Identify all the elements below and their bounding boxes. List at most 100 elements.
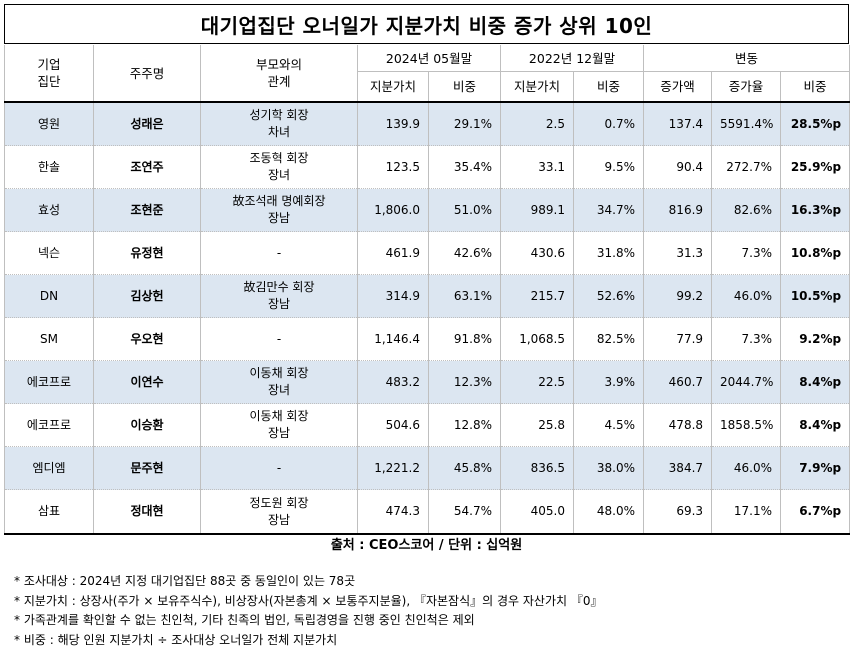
relation-cell: 故조석래 명예회장 장남 <box>200 188 358 232</box>
col-header-change: 변동 <box>643 45 851 72</box>
relation-type: 장남 <box>267 426 291 440</box>
col-header-share-2022: 비중 <box>573 71 645 102</box>
share-2022-cell: 3.9% <box>573 360 645 404</box>
share-2022-cell: 0.7% <box>573 102 645 146</box>
share-2024-cell: 63.1% <box>427 274 502 318</box>
value-2022-cell: 25.8 <box>500 403 575 447</box>
col-header-value-2022: 지분가치 <box>500 71 575 102</box>
value-2024-cell: 474.3 <box>357 489 429 535</box>
holder-cell: 조현준 <box>93 188 201 232</box>
value-2022-cell: 33.1 <box>500 145 575 189</box>
holder-cell: 조연주 <box>93 145 201 189</box>
value-2022-cell: 405.0 <box>500 489 575 535</box>
col-header-group: 기업 집단 <box>4 45 94 103</box>
relation-type: 장녀 <box>267 168 291 182</box>
share-change-cell: 25.9%p <box>780 145 851 189</box>
page-title: 대기업집단 오너일가 지분가치 비중 증가 상위 10인 <box>4 4 849 44</box>
increase-amount-cell: 384.7 <box>643 446 713 490</box>
table-row: 에코프로 이연수 이동채 회장 장녀 483.2 12.3% 22.5 3.9% 460.7 20… <box>4 360 851 404</box>
share-change-cell: 28.5%p <box>780 102 851 146</box>
share-2022-cell: 38.0% <box>573 446 645 490</box>
col-header-relation: 부모와의 관계 <box>200 45 358 103</box>
share-2022-cell: 4.5% <box>573 403 645 447</box>
relation-type: 장남 <box>267 297 291 311</box>
relation-cell: 성기학 회장 차녀 <box>200 102 358 146</box>
relation-cell: - <box>200 317 358 361</box>
group-cell: 에코프로 <box>4 360 94 404</box>
value-2024-cell: 123.5 <box>357 145 429 189</box>
table-row: 효성 조현준 故조석래 명예회장 장남 1,806.0 51.0% 989.1 34.7% 81… <box>4 188 851 232</box>
share-2024-cell: 29.1% <box>427 102 502 146</box>
share-change-cell: 6.7%p <box>780 489 851 535</box>
value-2024-cell: 1,806.0 <box>357 188 429 232</box>
value-2024-cell: 1,221.2 <box>357 446 429 490</box>
col-header-value-2024: 지분가치 <box>357 71 429 102</box>
increase-amount-cell: 460.7 <box>643 360 713 404</box>
value-2024-cell: 504.6 <box>357 403 429 447</box>
value-2022-cell: 2.5 <box>500 102 575 146</box>
relation-type: 장남 <box>267 512 291 527</box>
holder-cell: 우오현 <box>93 317 201 361</box>
col-header-share-2024: 비중 <box>427 71 502 102</box>
relation-parent: 故김만수 회장 <box>243 280 315 294</box>
relation-cell: 조동혁 회장 장녀 <box>200 145 358 189</box>
group-cell: DN <box>4 274 94 318</box>
col-header-2024: 2024년 05월말 <box>356 45 502 72</box>
holder-cell: 이승환 <box>93 403 201 447</box>
value-2022-cell: 836.5 <box>500 446 575 490</box>
increase-rate-cell: 5591.4% <box>711 102 782 146</box>
value-2024-cell: 139.9 <box>357 102 429 146</box>
share-change-cell: 10.8%p <box>780 231 851 275</box>
col-header-share-change: 비중 <box>780 71 851 102</box>
group-cell: 한솔 <box>4 145 94 189</box>
table-header: 기업 집단 주주명 부모와의 관계 2024년 05월말 2022년 12월말 … <box>4 45 851 103</box>
relation-cell: 이동채 회장 장남 <box>200 403 358 447</box>
value-2024-cell: 483.2 <box>357 360 429 404</box>
table-row: DN 김상헌 故김만수 회장 장남 314.9 63.1% 215.7 52.6% 99.2 46… <box>4 274 851 318</box>
value-2022-cell: 430.6 <box>500 231 575 275</box>
increase-amount-cell: 99.2 <box>643 274 713 318</box>
table-body: 영원 성래은 성기학 회장 차녀 139.9 29.1% 2.5 0.7% 137.4 5591.… <box>4 102 851 535</box>
value-2024-cell: 314.9 <box>357 274 429 318</box>
table-row: 에코프로 이승환 이동채 회장 장남 504.6 12.8% 25.8 4.5% 478.8 18… <box>4 403 851 447</box>
value-2024-cell: 461.9 <box>357 231 429 275</box>
relation-cell: - <box>200 231 358 275</box>
relation-parent: 성기학 회장 <box>249 108 309 122</box>
holder-cell: 문주현 <box>93 446 201 490</box>
holder-cell: 정대현 <box>93 489 201 535</box>
group-cell: 에코프로 <box>4 403 94 447</box>
relation-type: 장녀 <box>267 383 291 397</box>
share-change-cell: 7.9%p <box>780 446 851 490</box>
footnote: * 비중 : 해당 인원 지분가치 ÷ 조사대상 오너일가 전체 지분가치 <box>14 632 338 647</box>
value-2022-cell: 215.7 <box>500 274 575 318</box>
increase-rate-cell: 7.3% <box>711 231 782 275</box>
increase-rate-cell: 2044.7% <box>711 360 782 404</box>
ranking-table: 기업 집단 주주명 부모와의 관계 2024년 05월말 2022년 12월말 … <box>4 45 851 535</box>
group-cell: 넥슨 <box>4 231 94 275</box>
table-row: 영원 성래은 성기학 회장 차녀 139.9 29.1% 2.5 0.7% 137.4 5591.… <box>4 102 851 146</box>
footnote: * 지분가치 : 상장사(주가 × 보유주식수), 비상장사(자본총계 × 보통… <box>14 593 603 608</box>
col-header-increase-rate: 증가율 <box>711 71 782 102</box>
increase-rate-cell: 1858.5% <box>711 403 782 447</box>
source-line: 출처 : CEO스코어 / 단위 : 십억원 <box>330 538 523 553</box>
share-change-cell: 8.4%p <box>780 403 851 447</box>
share-2022-cell: 52.6% <box>573 274 645 318</box>
footnotes: * 조사대상 : 2024년 지정 대기업집단 88곳 중 동일인이 있는 78… <box>14 572 602 650</box>
group-cell: 효성 <box>4 188 94 232</box>
share-2024-cell: 45.8% <box>427 446 502 490</box>
holder-cell: 유정현 <box>93 231 201 275</box>
group-cell: 삼표 <box>4 489 94 535</box>
relation-parent: 故조석래 명예회장 <box>232 194 326 208</box>
relation-parent: - <box>276 331 282 346</box>
value-2022-cell: 1,068.5 <box>500 317 575 361</box>
share-2024-cell: 42.6% <box>427 231 502 275</box>
increase-rate-cell: 17.1% <box>711 489 782 535</box>
holder-cell: 성래은 <box>93 102 201 146</box>
table-row: 넥슨 유정현 - 461.9 42.6% 430.6 31.8% 31.3 7.3% 10.8%p <box>4 231 851 275</box>
share-2024-cell: 12.3% <box>427 360 502 404</box>
footnote: * 조사대상 : 2024년 지정 대기업집단 88곳 중 동일인이 있는 78… <box>14 574 356 588</box>
share-2022-cell: 9.5% <box>573 145 645 189</box>
col-header-increase-amount: 증가액 <box>643 71 713 102</box>
footnote: * 가족관계를 확인할 수 없는 친인척, 기타 친족의 법인, 독립경영을 진… <box>14 613 475 627</box>
